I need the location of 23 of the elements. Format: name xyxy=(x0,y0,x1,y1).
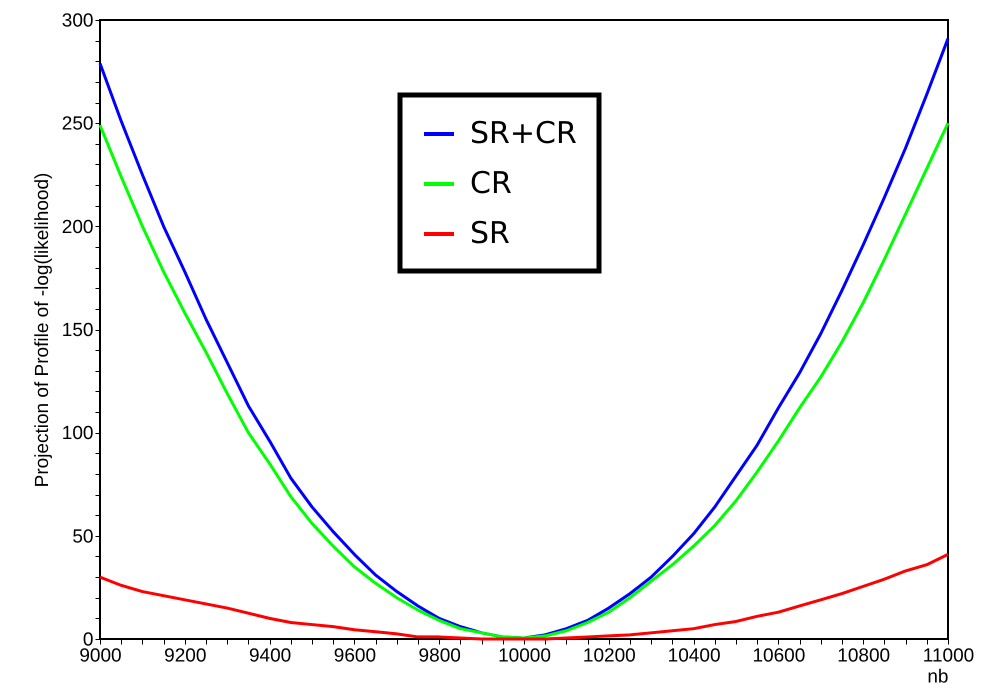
y-tick-label: 300 xyxy=(62,10,94,32)
x-tick-label: 10600 xyxy=(752,646,806,666)
x-tick-label: 10400 xyxy=(668,646,721,666)
y-tick-label: 200 xyxy=(62,216,94,238)
x-tick-label: 9000 xyxy=(79,646,122,666)
x-tick-label: 9800 xyxy=(418,646,461,666)
y-tick-label: 150 xyxy=(62,320,94,341)
legend-label: CR xyxy=(470,166,512,201)
line-series xyxy=(98,552,950,640)
y-tick-label: 50 xyxy=(72,526,94,548)
y-tick-label: 250 xyxy=(62,114,94,135)
x-tick-label: 10000 xyxy=(498,646,551,666)
x-axis-title: nb xyxy=(927,666,948,688)
x-tick-label: 11000 xyxy=(922,646,974,666)
y-tick-label: 100 xyxy=(62,423,94,444)
x-tick-label: 9600 xyxy=(334,646,376,666)
x-tick-label: 10800 xyxy=(837,646,890,666)
y-axis-title: Projection of Profile of -log(likelihood) xyxy=(32,172,53,488)
x-tick-label: 9200 xyxy=(164,646,206,666)
legend-label: SR+CR xyxy=(470,116,577,151)
x-tick-label: 10200 xyxy=(582,646,636,666)
legend-label: SR xyxy=(470,216,510,251)
x-tick-label: 9400 xyxy=(248,646,292,666)
